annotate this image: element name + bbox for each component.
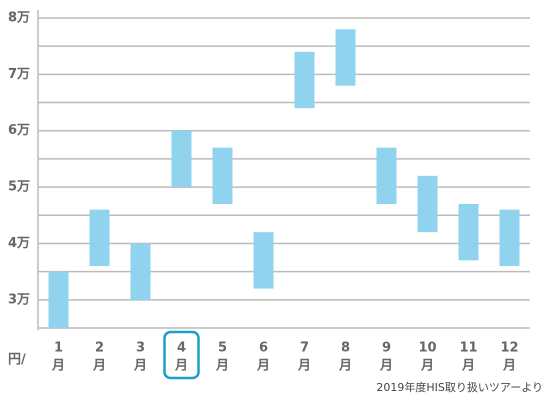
x-tick-label: 4: [177, 341, 186, 356]
range-bar: [417, 175, 438, 233]
range-bar: [48, 271, 69, 328]
x-tick-unit: 月: [51, 359, 65, 374]
range-bar: [499, 209, 520, 266]
x-tick-unit: 月: [338, 359, 352, 374]
x-tick-label: 2: [95, 341, 104, 356]
x-tick-unit: 月: [92, 359, 106, 374]
x-tick-unit: 月: [502, 359, 516, 374]
month-highlight: [163, 330, 200, 380]
x-tick-label: 9: [382, 341, 391, 356]
x-tick-unit: 月: [174, 359, 188, 374]
y-tick-label: 4万: [8, 236, 30, 251]
x-tick-unit: 月: [256, 359, 270, 374]
x-tick-label: 1: [54, 341, 63, 356]
range-bar: [171, 130, 192, 188]
source-note: 2019年度HIS取り扱いツアーより: [376, 380, 543, 394]
x-tick-unit: 月: [215, 359, 229, 374]
range-bar: [294, 51, 315, 109]
x-tick-unit: 月: [420, 359, 434, 374]
y-tick-label: 5万: [8, 180, 30, 195]
range-bar: [376, 147, 397, 204]
x-tick-label: 10: [418, 341, 436, 356]
range-bar: [458, 204, 479, 261]
x-tick-label: 6: [259, 341, 268, 356]
range-bar: [253, 232, 274, 289]
y-tick-label: 8万: [8, 11, 30, 26]
range-bar: [89, 209, 110, 266]
x-tick-unit: 月: [297, 359, 311, 374]
x-tick-label: 7: [300, 341, 309, 356]
y-tick-label: 7万: [8, 67, 30, 82]
x-tick-label: 11: [459, 341, 477, 356]
unit-label: 円/: [8, 353, 26, 368]
range-bar: [335, 29, 356, 86]
y-tick-label: 6万: [8, 123, 30, 138]
x-tick-unit: 月: [133, 359, 147, 374]
x-tick-label: 5: [218, 341, 227, 356]
x-tick-label: 8: [341, 341, 350, 356]
x-tick-label: 3: [136, 341, 145, 356]
range-bar: [130, 243, 151, 300]
x-tick-unit: 月: [461, 359, 475, 374]
x-tick-unit: 月: [379, 359, 393, 374]
y-tick-label: 3万: [8, 292, 30, 307]
range-bar: [212, 147, 233, 204]
x-tick-label: 12: [500, 341, 518, 356]
